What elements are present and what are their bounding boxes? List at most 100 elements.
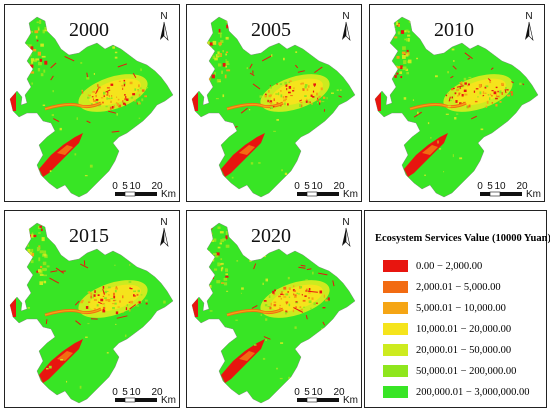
esv-cell [264, 94, 267, 98]
esv-cell [40, 73, 44, 77]
esv-cell [122, 100, 124, 103]
esv-cell [269, 86, 272, 89]
esv-cell [106, 87, 110, 89]
esv-cell [134, 99, 136, 102]
esv-cell [114, 290, 117, 293]
esv-cell [249, 259, 252, 262]
esv-cell [221, 70, 223, 74]
legend-swatch [383, 386, 408, 398]
svg-text:N: N [160, 217, 167, 228]
esv-cell [49, 170, 52, 172]
year-label: 2005 [251, 19, 291, 41]
esv-cell [28, 234, 32, 238]
esv-cell [445, 94, 448, 97]
year-label: 2000 [69, 19, 109, 41]
esv-cell [407, 38, 410, 42]
esv-cell [117, 98, 120, 101]
esv-cell [322, 307, 326, 309]
esv-cell [285, 311, 287, 315]
esv-cell [154, 62, 156, 66]
esv-cell [122, 102, 126, 105]
esv-cell [93, 73, 95, 75]
legend-swatch [383, 260, 408, 272]
esv-cell [161, 67, 164, 71]
esv-cell [294, 294, 297, 297]
esv-zone [409, 102, 467, 110]
esv-cell [303, 306, 306, 308]
esv-cell [467, 84, 469, 87]
esv-cell [74, 153, 77, 156]
esv-cell [107, 98, 111, 100]
esv-cell [100, 97, 104, 99]
legend-label: 20,000.01 − 50,000.00 [416, 344, 512, 356]
esv-cell [253, 263, 257, 270]
esv-cell [225, 235, 228, 240]
legend-swatch [383, 302, 408, 314]
esv-cell [493, 91, 497, 95]
esv-cell [220, 34, 222, 38]
esv-cell [495, 94, 498, 97]
esv-cell [463, 77, 467, 81]
esv-cell [125, 334, 127, 337]
esv-cell [318, 95, 321, 98]
esv-cell [129, 287, 131, 289]
esv-cell [454, 92, 457, 95]
esv-cell [102, 309, 105, 311]
esv-cell [317, 97, 319, 100]
esv-cell [29, 44, 32, 49]
esv-cell [480, 128, 484, 131]
esv-cell [456, 113, 459, 115]
esv-cell [240, 107, 248, 114]
esv-cell [110, 100, 112, 103]
esv-cell [209, 42, 214, 46]
esv-cell [226, 24, 230, 29]
esv-cell [408, 59, 412, 64]
esv-cell [294, 326, 297, 329]
esv-cell [295, 301, 298, 303]
esv-cell [111, 130, 120, 133]
svg-text:N: N [525, 11, 532, 22]
esv-cell [482, 94, 485, 97]
scale-unit: Km [161, 189, 176, 200]
esv-cell [126, 304, 129, 307]
esv-cell [456, 95, 459, 97]
esv-zone [239, 145, 255, 155]
scale-segment [480, 192, 490, 196]
legend-swatch [383, 323, 408, 335]
esv-cell [209, 30, 212, 34]
esv-cell [310, 94, 313, 97]
esv-cell [288, 86, 292, 89]
esv-cell [102, 303, 105, 305]
esv-cell [207, 41, 210, 45]
esv-cell [304, 295, 307, 297]
esv-cell [97, 86, 101, 89]
esv-cell [484, 92, 487, 94]
esv-cell [220, 40, 224, 43]
esv-cell [464, 82, 467, 85]
esv-cell [400, 76, 403, 79]
esv-cell [38, 257, 41, 262]
esv-cell [97, 294, 100, 296]
esv-cell [31, 248, 34, 253]
esv-cell [113, 105, 115, 108]
esv-cell [451, 88, 454, 91]
esv-cell [27, 32, 30, 35]
esv-cell [208, 31, 212, 35]
esv-cell [32, 49, 37, 52]
esv-cell [300, 264, 306, 267]
esv-cell [275, 93, 278, 95]
esv-cell [95, 94, 97, 98]
scale-tick-label: 5 [304, 387, 310, 398]
scale-segment [297, 398, 307, 402]
esv-cell [163, 350, 166, 353]
esv-cell [254, 344, 257, 346]
legend-item: 5,000.01 − 10,000.00 [383, 301, 506, 315]
esv-cell [225, 53, 227, 56]
esv-cell [136, 293, 139, 296]
esv-cell [128, 310, 131, 312]
esv-cell [430, 137, 432, 139]
esv-cell [220, 239, 225, 243]
scale-segment [317, 192, 339, 196]
esv-cell [489, 80, 492, 84]
esv-cell [467, 105, 469, 109]
